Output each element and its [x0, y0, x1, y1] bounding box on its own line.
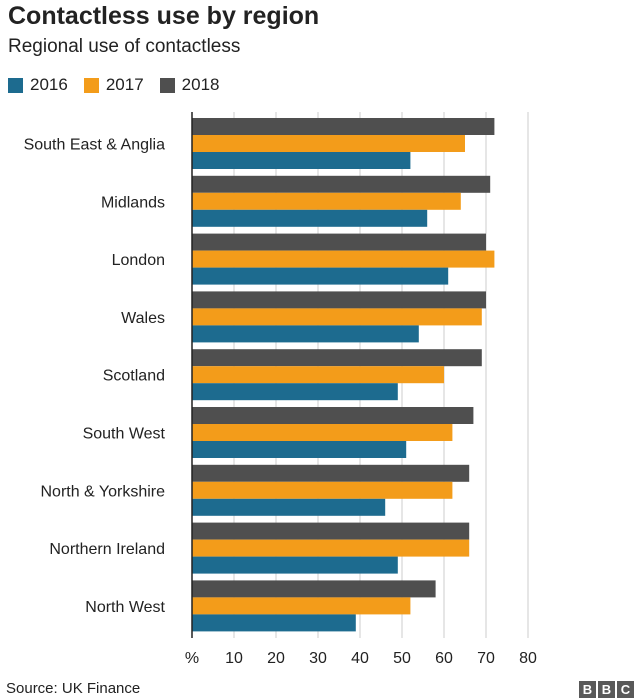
bar-2017	[192, 366, 444, 384]
category-label: North & Yorkshire	[40, 483, 165, 500]
category-label: South West	[83, 426, 166, 443]
bar-2018	[192, 464, 470, 482]
bar-2017	[192, 192, 461, 210]
chart-title: Contactless use by region	[8, 2, 320, 30]
legend-item-2018: 2018	[159, 75, 220, 95]
bar-2018	[192, 175, 491, 193]
legend-swatch-2017	[83, 77, 99, 93]
legend-item-2016: 2016	[8, 75, 68, 95]
legend-label-2017: 2017	[105, 75, 144, 94]
bar-2018	[192, 580, 436, 598]
bbc-logo-letter: B	[579, 681, 596, 698]
bar-2016	[192, 383, 398, 401]
tick-label: 60	[435, 650, 453, 667]
bar-2017	[192, 424, 453, 441]
bar-2017	[192, 250, 495, 268]
chart-subtitle: Regional use of contactless	[8, 36, 241, 57]
tick-label: 20	[267, 650, 285, 667]
bar-2016	[192, 209, 428, 227]
bar-2017	[192, 135, 465, 152]
bar-2016	[192, 267, 449, 285]
tick-label: 30	[309, 650, 327, 667]
bar-2016	[192, 441, 407, 458]
category-label: North West	[85, 599, 165, 616]
bar-2017	[192, 597, 411, 615]
category-label: Wales	[121, 310, 165, 327]
x-axis-unit-label: %	[185, 650, 199, 667]
source-note: Source: UK Finance	[6, 680, 141, 697]
bbc-logo-letter: B	[598, 681, 615, 698]
bar-2017	[192, 308, 482, 326]
bar-2018	[192, 522, 470, 540]
bar-2018	[192, 349, 482, 367]
bar-2016	[192, 152, 411, 169]
tick-label: 10	[225, 650, 243, 667]
bar-2016	[192, 614, 356, 632]
category-label: London	[112, 252, 165, 269]
tick-label: 40	[351, 650, 369, 667]
bar-2017	[192, 539, 470, 557]
category-label: Northern Ireland	[49, 541, 165, 558]
legend-label-2016: 2016	[30, 75, 68, 94]
legend-swatch-2016	[8, 77, 23, 93]
bar-2018	[192, 233, 486, 251]
legend-swatch-2018	[159, 77, 175, 93]
legend-item-2017: 2017	[83, 75, 144, 95]
bar-2018	[192, 291, 486, 309]
tick-label: 80	[519, 650, 537, 667]
legend: 2016 2017 2018	[8, 75, 235, 95]
bar-2016	[192, 556, 398, 574]
bar-2017	[192, 481, 453, 499]
category-label: Scotland	[103, 368, 165, 385]
bbc-logo-letter: C	[617, 681, 634, 698]
category-label: Midlands	[101, 194, 165, 211]
tick-label: 70	[477, 650, 495, 667]
category-label: South East & Anglia	[24, 137, 166, 154]
legend-label-2018: 2018	[181, 75, 220, 94]
bar-2016	[192, 325, 419, 343]
bbc-logo: B B C	[577, 681, 634, 698]
tick-label: 50	[393, 650, 411, 667]
bar-2016	[192, 498, 386, 516]
bar-2018	[192, 118, 495, 135]
bar-2018	[192, 407, 474, 424]
